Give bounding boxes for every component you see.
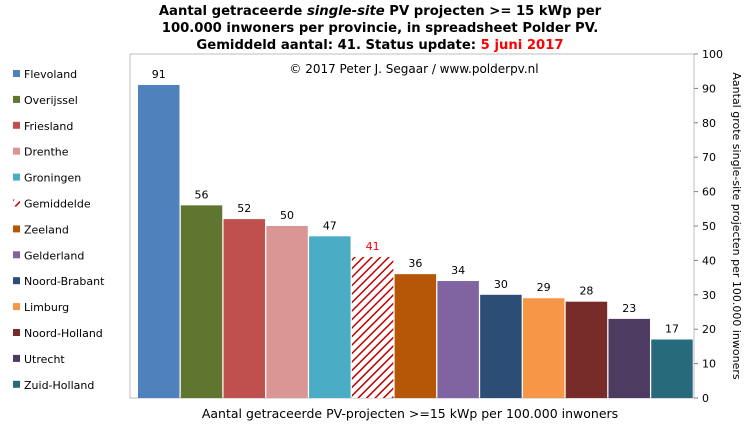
data-label: 29 — [537, 281, 551, 294]
x-axis-title: Aantal getraceerde PV-projecten >=15 kWp… — [202, 406, 618, 421]
legend-swatch — [13, 225, 20, 233]
legend-swatch — [13, 251, 20, 259]
data-labels: 91 56 52 50 47 41 36 34 30 29 28 23 17 — [152, 68, 679, 336]
y-tick-label: 0 — [702, 392, 709, 405]
legend-entry: Friesland — [24, 120, 73, 133]
y-tick-label: 60 — [702, 186, 716, 199]
y-tick-label: 20 — [702, 323, 716, 336]
y-tick-label: 90 — [702, 82, 716, 95]
data-label: 34 — [451, 264, 465, 277]
legend-entry: Limburg — [24, 301, 69, 314]
bar-overijssel — [180, 205, 223, 398]
y-tick-label: 50 — [702, 220, 716, 233]
legend-swatch — [13, 173, 20, 181]
data-label: 17 — [665, 323, 679, 336]
bar-zeeland — [394, 274, 437, 398]
bar-utrecht — [608, 318, 650, 398]
data-label: 52 — [237, 202, 251, 215]
y-tick-label: 80 — [702, 117, 716, 130]
legend-swatch — [13, 199, 20, 207]
chart-title: Aantal getraceerde single-site PV projec… — [120, 3, 640, 54]
title-line-3: Gemiddeld aantal: 41. Status update: 5 j… — [196, 38, 564, 53]
legend-entry: Gemiddelde — [24, 198, 91, 211]
title-line-1: Aantal getraceerde single-site PV projec… — [158, 4, 602, 19]
data-label: 50 — [280, 209, 294, 222]
data-label: 36 — [408, 257, 422, 270]
legend-entry: Gelderland — [24, 249, 84, 262]
legend-entry: Noord-Brabant — [24, 275, 105, 288]
legend-entry: Utrecht — [24, 353, 65, 366]
legend-entry: Overijssel — [24, 94, 78, 107]
legend-swatch — [13, 95, 20, 103]
bar-drenthe — [266, 226, 308, 398]
legend-entry: Zeeland — [24, 223, 69, 236]
legend-entry: Drenthe — [24, 146, 69, 159]
data-label: 28 — [579, 285, 593, 298]
legend-entry: Zuid-Holland — [24, 379, 94, 392]
data-label: 47 — [323, 219, 337, 232]
y-tick-label: 10 — [702, 358, 716, 371]
legend-swatch — [13, 147, 20, 155]
y-tick-label: 70 — [702, 151, 716, 164]
data-label: 23 — [622, 302, 636, 315]
data-label: 41 — [366, 240, 380, 253]
data-label: 30 — [494, 278, 508, 291]
legend-swatch — [13, 354, 20, 362]
y-tick-label: 30 — [702, 289, 716, 302]
legend: Flevoland Overijssel Friesland Drenthe Groni… — [13, 68, 105, 392]
bar-noord-brabant — [480, 294, 522, 398]
legend-entry: Flevoland — [24, 68, 77, 81]
bar-gelderland — [437, 281, 479, 398]
bar-groningen — [309, 236, 351, 398]
legend-entry: Noord-Holland — [24, 327, 103, 340]
legend-swatch — [13, 329, 20, 336]
y-axis: 0 10 20 30 40 50 60 70 80 90 100 — [694, 48, 723, 405]
legend-swatch — [13, 303, 20, 311]
title-line-2: 100.000 inwoners per provincie, in sprea… — [161, 21, 599, 36]
y-axis-title: Aantal grote single-site projecten per 1… — [730, 72, 743, 379]
bars — [138, 84, 693, 399]
bar-noord-holland — [565, 301, 608, 398]
update-date: 5 juni 2017 — [480, 38, 564, 53]
data-label: 91 — [152, 68, 166, 81]
legend-swatch — [13, 380, 20, 388]
legend-entry: Groningen — [24, 172, 81, 185]
bar-gemiddelde — [351, 256, 394, 398]
bar-friesland — [223, 219, 266, 398]
data-label: 56 — [195, 188, 209, 201]
legend-swatch — [13, 70, 20, 77]
legend-swatch — [13, 121, 20, 129]
copyright-text: © 2017 Peter J. Segaar / www.polderpv.nl — [289, 62, 538, 76]
y-tick-label: 40 — [702, 254, 716, 267]
bar-flevoland — [138, 84, 180, 399]
bar-zuid-holland — [651, 339, 693, 398]
legend-swatch — [13, 277, 20, 285]
y-tick-label: 100 — [702, 48, 723, 61]
bar-limburg — [522, 298, 565, 398]
